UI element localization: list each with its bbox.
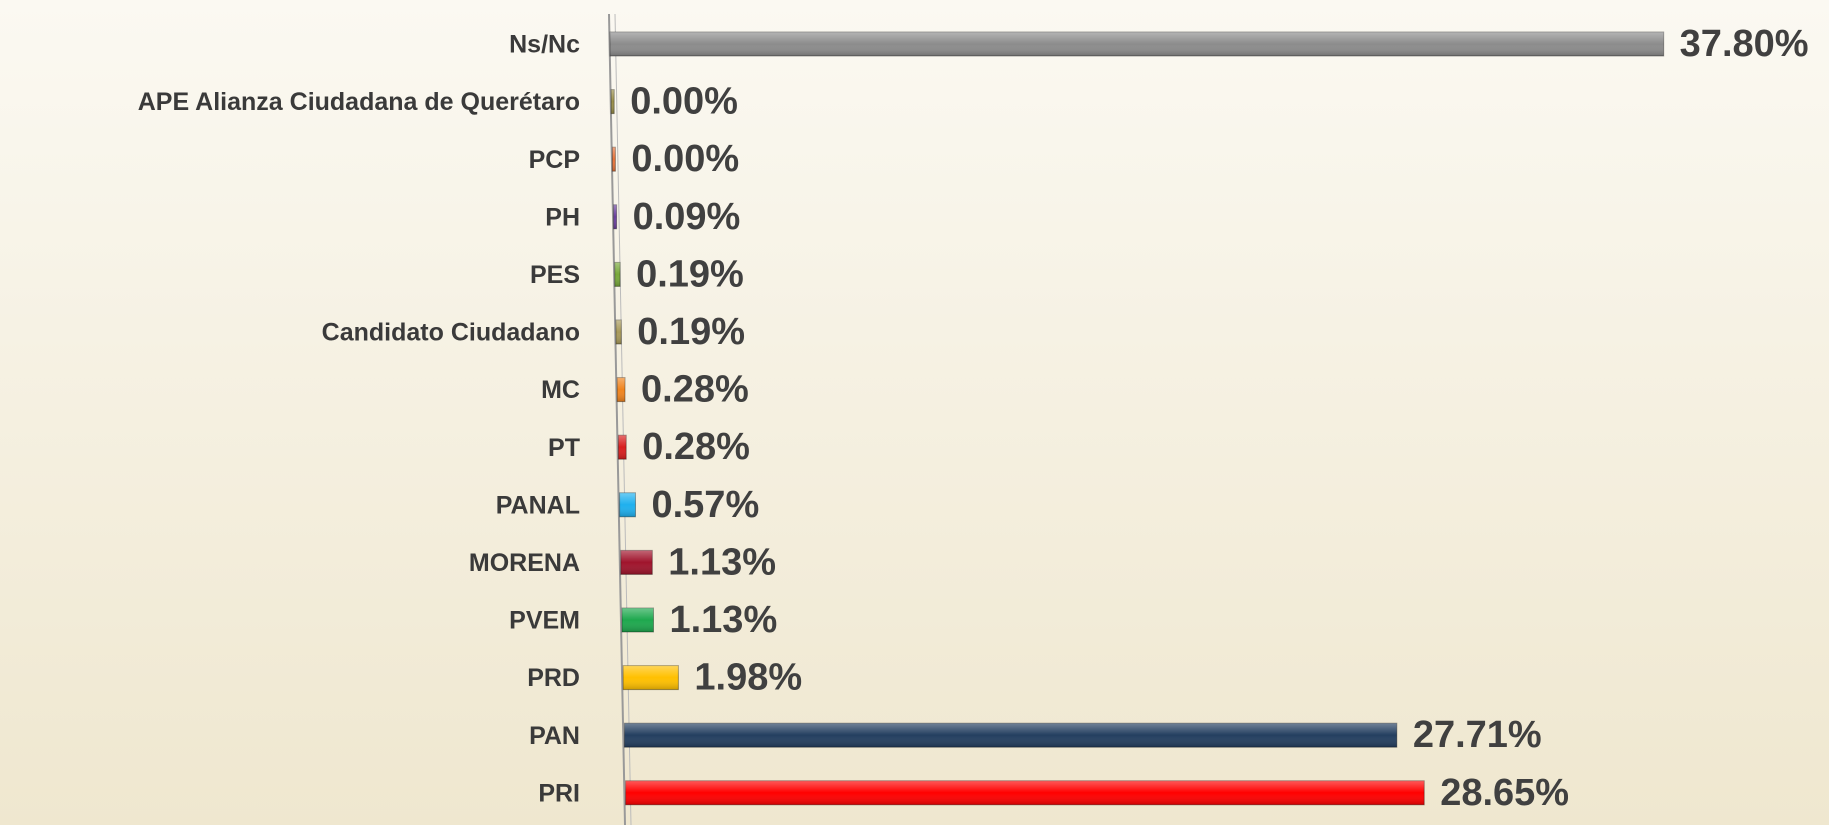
category-label: MORENA bbox=[469, 549, 580, 577]
value-label: 0.57% bbox=[651, 484, 759, 526]
category-label: APE Alianza Ciudadana de Querétaro bbox=[138, 88, 580, 116]
category-label: PANAL bbox=[496, 491, 580, 519]
value-label: 0.28% bbox=[642, 426, 750, 468]
bar-shade bbox=[624, 723, 1397, 748]
category-label: PVEM bbox=[509, 607, 580, 635]
value-label: 0.00% bbox=[631, 138, 739, 180]
bar-shade bbox=[620, 550, 653, 575]
bar-shade bbox=[610, 32, 1664, 56]
bar-shade bbox=[617, 377, 626, 402]
bar-shade bbox=[612, 147, 616, 172]
bar-shade bbox=[622, 608, 654, 632]
value-label: 0.19% bbox=[636, 253, 744, 295]
value-label: 1.13% bbox=[669, 599, 777, 641]
value-label: 0.09% bbox=[633, 196, 741, 238]
value-label: 1.13% bbox=[668, 541, 776, 583]
bar-shade bbox=[618, 435, 627, 460]
category-label: PCP bbox=[529, 146, 580, 174]
category-label: Ns/Nc bbox=[509, 31, 580, 59]
category-label: PRI bbox=[538, 779, 580, 807]
bar-shade bbox=[613, 204, 617, 229]
value-label: 0.19% bbox=[637, 311, 745, 353]
category-label: MC bbox=[541, 376, 580, 404]
category-label: Candidato Ciudadano bbox=[322, 319, 580, 347]
bar-shade bbox=[614, 262, 621, 287]
category-label: PT bbox=[548, 434, 580, 462]
bar-shade bbox=[611, 89, 615, 114]
category-label: PAN bbox=[529, 722, 580, 750]
value-label: 0.00% bbox=[630, 81, 738, 123]
value-label: 1.98% bbox=[694, 657, 802, 699]
bar-shade bbox=[616, 320, 622, 344]
category-label: PRD bbox=[527, 664, 580, 692]
axis-line bbox=[608, 13, 626, 825]
value-label: 0.28% bbox=[641, 369, 749, 411]
category-label: PH bbox=[545, 203, 580, 231]
value-label: 28.65% bbox=[1440, 772, 1569, 814]
bar-shade bbox=[623, 665, 679, 690]
bar-shade bbox=[625, 780, 1425, 805]
bar-shade bbox=[619, 492, 636, 517]
value-label: 27.71% bbox=[1413, 714, 1542, 756]
axis-depth bbox=[614, 13, 632, 825]
category-label: PES bbox=[530, 261, 580, 289]
value-label: 37.80% bbox=[1680, 23, 1809, 65]
